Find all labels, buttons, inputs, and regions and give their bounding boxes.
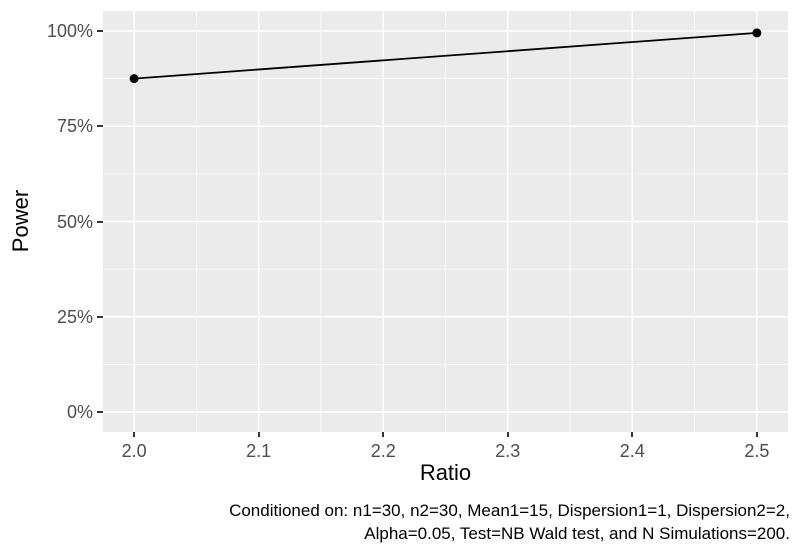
x-tick-mark xyxy=(133,432,136,437)
x-tick-mark xyxy=(631,432,634,437)
x-tick-label: 2.2 xyxy=(370,441,396,461)
plot-canvas xyxy=(103,11,788,432)
y-tick-mark xyxy=(97,315,103,318)
chart-caption-line-2: Alpha=0.05, Test=NB Wald test, and N Sim… xyxy=(364,524,790,543)
x-tick-mark xyxy=(382,432,385,437)
y-tick-mark xyxy=(97,410,103,413)
y-tick-label: 0% xyxy=(66,401,93,422)
y-tick-label: 100% xyxy=(46,21,93,41)
x-tick-label: 2.4 xyxy=(619,441,645,461)
data-point xyxy=(129,74,139,84)
y-tick-mark xyxy=(97,30,103,32)
chart-caption-line-1: Conditioned on: n1=30, n2=30, Mean1=15, … xyxy=(229,501,790,520)
x-tick-mark xyxy=(755,432,758,437)
x-tick-label: 2.3 xyxy=(495,441,521,461)
x-tick-mark xyxy=(257,432,260,437)
data-line xyxy=(134,32,757,80)
chart-caption: Conditioned on: n1=30, n2=30, Mean1=15, … xyxy=(229,499,790,545)
plot-panel xyxy=(103,11,788,432)
x-tick-mark xyxy=(506,432,509,437)
y-tick-mark xyxy=(97,125,103,128)
x-tick-label: 2.0 xyxy=(121,441,147,461)
x-tick-label: 2.1 xyxy=(246,441,272,461)
x-axis-title: Ratio xyxy=(419,460,472,485)
y-tick-mark xyxy=(97,220,103,223)
y-tick-label: 50% xyxy=(56,211,93,232)
y-tick-label: 25% xyxy=(56,306,93,327)
y-tick-label: 75% xyxy=(56,116,93,137)
data-point xyxy=(752,28,762,38)
x-tick-label: 2.5 xyxy=(744,441,770,461)
